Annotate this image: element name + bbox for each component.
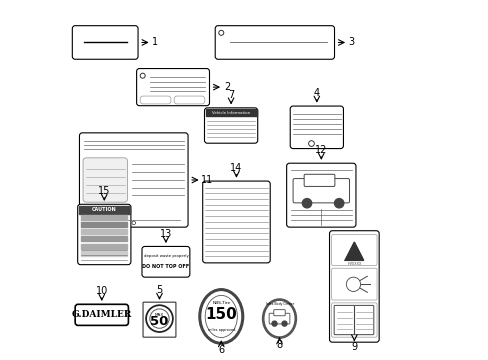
Text: 150: 150	[205, 307, 237, 322]
Circle shape	[334, 199, 343, 208]
Text: 13: 13	[160, 229, 172, 239]
Ellipse shape	[199, 289, 243, 344]
Bar	[205, 109, 256, 116]
Text: 9: 9	[350, 342, 357, 352]
Text: HVXXXX: HVXXXX	[346, 262, 361, 266]
Circle shape	[271, 321, 276, 326]
Text: CAUTION: CAUTION	[92, 207, 117, 212]
Text: 1: 1	[152, 37, 158, 48]
Bar	[81, 244, 127, 249]
FancyBboxPatch shape	[290, 106, 343, 149]
FancyBboxPatch shape	[331, 268, 376, 300]
Text: DO NOT TOP OFF: DO NOT TOP OFF	[142, 264, 189, 269]
Bar	[81, 251, 127, 256]
FancyBboxPatch shape	[331, 303, 376, 337]
Text: 50: 50	[150, 315, 168, 328]
FancyBboxPatch shape	[142, 247, 189, 277]
FancyBboxPatch shape	[78, 204, 131, 265]
Circle shape	[302, 199, 311, 208]
Circle shape	[346, 277, 360, 292]
Polygon shape	[345, 242, 363, 260]
Text: 8: 8	[276, 341, 282, 350]
FancyBboxPatch shape	[215, 26, 334, 59]
FancyBboxPatch shape	[204, 108, 257, 143]
FancyBboxPatch shape	[273, 310, 285, 316]
FancyBboxPatch shape	[268, 313, 289, 324]
FancyBboxPatch shape	[75, 304, 128, 325]
Circle shape	[145, 305, 173, 332]
Bar	[81, 222, 127, 227]
Ellipse shape	[202, 292, 240, 341]
FancyBboxPatch shape	[140, 96, 171, 104]
FancyBboxPatch shape	[286, 163, 355, 227]
Text: Vehicle Information: Vehicle Information	[212, 111, 250, 115]
Bar	[79, 206, 130, 214]
Bar	[81, 215, 127, 220]
FancyBboxPatch shape	[80, 133, 188, 227]
Text: G.DAIMLER: G.DAIMLER	[72, 310, 132, 319]
Text: Infra Body Center: Infra Body Center	[265, 302, 293, 306]
Text: 11: 11	[201, 175, 213, 185]
Text: 14: 14	[230, 163, 242, 173]
FancyBboxPatch shape	[174, 96, 204, 104]
Text: 3: 3	[348, 37, 354, 48]
Text: 4: 4	[313, 88, 319, 98]
Text: 10: 10	[96, 287, 108, 296]
FancyBboxPatch shape	[83, 158, 127, 202]
Text: deposit waste properly: deposit waste properly	[143, 254, 188, 258]
Text: MAX: MAX	[155, 313, 164, 317]
Text: 12: 12	[314, 145, 327, 156]
Text: miles approved: miles approved	[207, 328, 235, 332]
Circle shape	[282, 321, 286, 326]
FancyBboxPatch shape	[136, 68, 209, 106]
Text: 15: 15	[98, 186, 110, 197]
Text: 5: 5	[156, 285, 163, 295]
FancyBboxPatch shape	[292, 179, 349, 203]
Bar	[81, 237, 127, 242]
Ellipse shape	[264, 302, 293, 336]
FancyBboxPatch shape	[331, 235, 376, 265]
FancyBboxPatch shape	[329, 231, 378, 342]
Text: 2: 2	[224, 82, 230, 92]
FancyBboxPatch shape	[203, 181, 270, 263]
Text: 6: 6	[218, 345, 224, 355]
FancyBboxPatch shape	[304, 174, 334, 186]
Bar	[81, 229, 127, 234]
FancyBboxPatch shape	[72, 26, 138, 59]
FancyBboxPatch shape	[333, 305, 373, 335]
Text: NBS-Tire: NBS-Tire	[212, 301, 230, 305]
Circle shape	[147, 307, 171, 330]
Ellipse shape	[262, 299, 296, 338]
Text: 7: 7	[227, 90, 234, 100]
